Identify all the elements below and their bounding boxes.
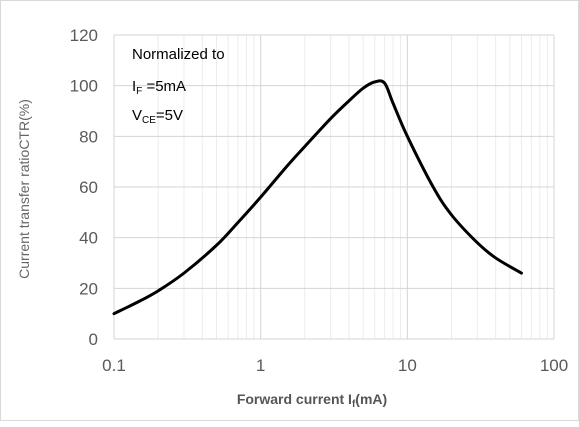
y-tick-label: 60 <box>79 178 98 197</box>
y-tick-label: 0 <box>89 330 98 349</box>
y-tick-label: 120 <box>70 26 98 45</box>
annotation-if-rest: =5mA <box>142 78 186 95</box>
annotation-if: IF =5mA <box>132 78 186 97</box>
annotation-vce-main: V <box>132 107 142 124</box>
x-tick-label: 1 <box>256 356 265 375</box>
axes: 0.1 1 10 100 0 20 40 60 80 100 120 <box>70 26 569 375</box>
annotation-vce: VCE=5V <box>132 107 183 126</box>
annotation-if-sub: F <box>136 86 142 97</box>
ctr-curve <box>112 79 523 316</box>
y-tick-label: 80 <box>79 127 98 146</box>
series <box>112 79 523 316</box>
y-tick-label: 20 <box>79 279 98 298</box>
y-tick-label: 100 <box>70 77 98 96</box>
x-axis-title-sub: f <box>352 399 356 410</box>
x-axis-title: Forward current If(mA) <box>237 391 387 410</box>
x-tick-label: 0.1 <box>102 356 126 375</box>
x-tick-label: 10 <box>398 356 417 375</box>
x-axis-title-unit: (mA) <box>355 391 387 407</box>
y-tick-label: 40 <box>79 229 98 248</box>
annotation-normalized-to: Normalized to <box>132 46 225 63</box>
x-axis-title-main: Forward current I <box>237 391 352 407</box>
y-axis-title: Current transfer ratioCTR(%) <box>16 99 32 279</box>
annotation-vce-sub: CE <box>142 115 156 126</box>
annotation-if-main: I <box>132 78 136 95</box>
x-tick-label: 100 <box>540 356 568 375</box>
annotation-vce-rest: =5V <box>156 107 183 124</box>
grid <box>113 34 555 340</box>
